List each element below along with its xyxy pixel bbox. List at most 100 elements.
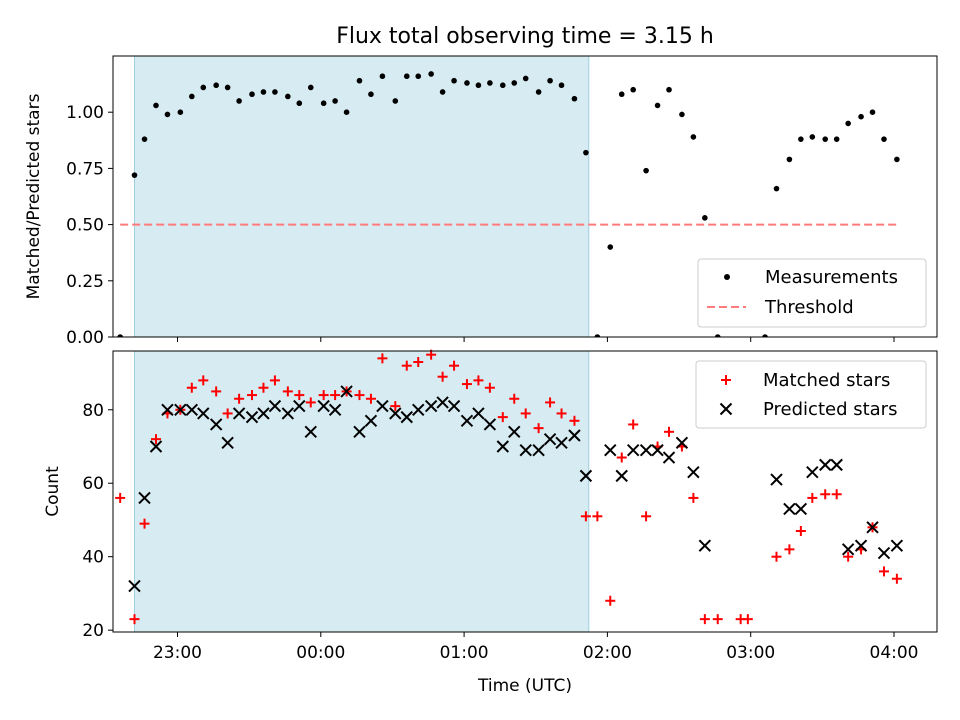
predicted-marker-30 xyxy=(483,418,497,431)
bottom-legend: Matched stars Predicted stars xyxy=(695,360,927,429)
predicted-marker-50 xyxy=(794,502,808,516)
predicted-marker-26-b xyxy=(436,396,449,409)
measurement-point-59 xyxy=(822,136,829,142)
predicted-marker-52-b xyxy=(819,458,832,472)
predicted-marker-31 xyxy=(496,440,509,453)
predicted-marker-35 xyxy=(543,432,557,446)
predicted-marker-56 xyxy=(866,521,879,534)
predicted-marker-0 xyxy=(128,579,141,593)
predicted-marker-3 xyxy=(161,403,174,416)
measurements-panel: 0.00 0.25 0.50 0.75 1.00 Flux total observin… xyxy=(24,24,938,348)
bottom-xtick-label-4: 03:00 xyxy=(726,643,775,663)
bottom-x-ticks: 23:00 00:00 01:00 02:00 03:00 04:00 xyxy=(153,632,919,663)
predicted-marker-53 xyxy=(830,458,843,472)
predicted-marker-1-b xyxy=(138,491,151,505)
predicted-marker-42-b xyxy=(639,443,653,457)
matched-marker-30 xyxy=(473,375,484,386)
predicted-marker-55-b xyxy=(854,539,868,552)
top-legend-box xyxy=(697,258,927,328)
measurement-point-25 xyxy=(415,73,422,80)
matched-marker-37 xyxy=(556,408,567,419)
predicted-marker-58 xyxy=(890,539,904,552)
predicted-marker-56-b xyxy=(866,521,879,534)
measurement-point-18 xyxy=(332,98,338,104)
predicted-marker-7-b xyxy=(209,418,223,431)
measurement-points xyxy=(117,71,900,337)
matched-marker-3 xyxy=(150,434,161,445)
matched-marker-44 xyxy=(641,511,652,522)
predicted-marker-32-b xyxy=(508,425,521,439)
top-axes-frame xyxy=(112,55,938,338)
matched-marker-38 xyxy=(569,415,580,426)
measurement-point-10 xyxy=(236,98,242,104)
top-ytick-label-0: 0.00 xyxy=(66,328,104,348)
measurement-point-19 xyxy=(343,109,350,115)
measurement-point-27 xyxy=(439,89,446,95)
legend-plus xyxy=(721,375,731,385)
predicted-marker-11-b xyxy=(257,407,270,420)
measurement-point-55 xyxy=(773,185,780,192)
measurement-point-62 xyxy=(858,113,864,120)
matched-marker-15 xyxy=(294,390,305,401)
bottom-xtick-label-0: 23:00 xyxy=(153,643,202,663)
measurement-point-32 xyxy=(499,82,506,89)
predicted-marker-38-b xyxy=(579,469,593,483)
measurement-point-57 xyxy=(798,136,804,142)
matched-marker-8 xyxy=(211,386,222,397)
matched-marker-6 xyxy=(186,382,197,393)
matched-marker-32 xyxy=(497,412,508,423)
predicted-marker-40 xyxy=(615,469,628,483)
predicted-marker-6 xyxy=(197,407,210,420)
predicted-marker-24-b xyxy=(412,403,425,416)
measurement-point-5 xyxy=(177,109,184,115)
predicted-marker-13 xyxy=(281,407,295,420)
predicted-marker-51 xyxy=(806,466,819,479)
shaded-region-rect-bottom xyxy=(133,350,590,633)
predicted-marker-52 xyxy=(819,458,832,472)
bottom-xtick-label-3: 02:00 xyxy=(583,643,632,663)
matched-marker-21 xyxy=(365,393,376,404)
matched-marker-36 xyxy=(545,397,556,408)
shaded-region-bottom xyxy=(133,350,590,633)
predicted-marker-48 xyxy=(770,473,783,486)
measurement-point-42 xyxy=(618,91,625,98)
predicted-marker-43-b xyxy=(651,443,664,457)
predicted-marker-24 xyxy=(412,403,425,416)
predicted-marker-34-b xyxy=(532,443,545,457)
predicted-marker-6-b xyxy=(197,407,210,420)
measurement-point-24 xyxy=(403,73,410,80)
predicted-marker-25 xyxy=(424,399,438,413)
matched-marker-53 xyxy=(771,551,782,562)
measurement-point-28 xyxy=(451,77,457,84)
matched-marker-18 xyxy=(330,390,341,401)
top-ytick-label-3: 0.75 xyxy=(66,159,104,179)
predicted-marker-3-b xyxy=(161,403,174,416)
predicted-marker-12 xyxy=(268,399,282,413)
measurement-point-31 xyxy=(487,80,493,86)
measurement-point-17 xyxy=(320,100,327,107)
matched-marker-2 xyxy=(139,518,150,529)
predicted-marker-14-b xyxy=(293,399,306,413)
predicted-marker-33-b xyxy=(519,443,532,457)
measurement-point-41 xyxy=(607,244,614,250)
predicted-marker-28 xyxy=(460,414,474,427)
predicted-marker-9-b xyxy=(232,407,246,420)
measurement-point-20 xyxy=(356,77,363,84)
chart-title: Flux total observing time = 3.15 h xyxy=(336,24,714,49)
matched-marker-11 xyxy=(247,390,258,401)
predicted-marker-57-b xyxy=(877,546,891,560)
legend-cross xyxy=(719,402,733,416)
predicted-marker-29-b xyxy=(472,407,485,420)
predicted-marker-4-b xyxy=(174,403,187,416)
predicted-marker-27-b xyxy=(447,399,461,413)
predicted-marker-27 xyxy=(447,399,461,413)
bottom-xtick-label-5: 04:00 xyxy=(870,643,919,663)
top-x-ticks xyxy=(176,337,895,342)
measurement-point-37 xyxy=(558,82,565,89)
top-ytick-label-2: 0.50 xyxy=(66,216,104,236)
matched-marker-29 xyxy=(461,379,472,390)
predicted-marker-33 xyxy=(519,443,532,457)
predicted-marker-39-b xyxy=(604,443,617,457)
matched-marker-43 xyxy=(628,419,639,430)
